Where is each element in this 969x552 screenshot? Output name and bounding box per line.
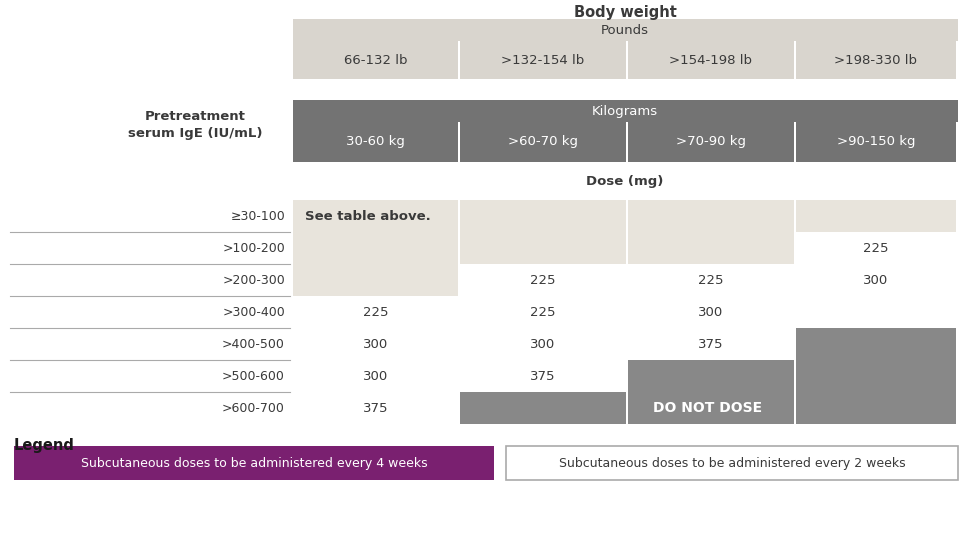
Text: Dose (mg): Dose (mg) (585, 174, 663, 188)
Bar (459, 41, 625, 79)
Text: 225: 225 (530, 273, 555, 286)
Bar (293, 296, 457, 328)
Text: Legend: Legend (14, 438, 75, 453)
Bar (796, 200, 955, 232)
Bar (293, 360, 457, 392)
Bar (459, 122, 625, 162)
Bar (796, 264, 955, 296)
Bar (293, 19, 957, 41)
Bar (796, 360, 955, 392)
Bar (796, 392, 955, 424)
Text: 375: 375 (530, 369, 555, 383)
Text: >60-70 kg: >60-70 kg (508, 135, 578, 148)
Bar (459, 296, 625, 328)
Bar (293, 41, 457, 79)
Text: Subcutaneous doses to be administered every 4 weeks: Subcutaneous doses to be administered ev… (80, 457, 427, 470)
Text: 225: 225 (362, 305, 388, 319)
Text: See table above.: See table above. (304, 210, 430, 222)
Text: 225: 225 (530, 305, 555, 319)
Text: 66-132 lb: 66-132 lb (343, 54, 407, 66)
Text: Pounds: Pounds (601, 24, 648, 36)
Bar (627, 264, 794, 296)
Bar (293, 328, 457, 360)
Bar (14, 446, 493, 480)
Text: 300: 300 (530, 337, 555, 351)
Bar (293, 100, 957, 122)
Bar (796, 328, 955, 360)
Text: 225: 225 (698, 273, 723, 286)
Bar (627, 41, 794, 79)
Bar (627, 392, 794, 424)
Bar (459, 360, 625, 392)
Bar (627, 328, 794, 360)
Text: 300: 300 (362, 369, 388, 383)
Bar (506, 446, 957, 480)
Text: Body weight: Body weight (573, 6, 675, 20)
Text: 300: 300 (862, 273, 888, 286)
Bar (796, 122, 955, 162)
Bar (293, 392, 457, 424)
Bar (627, 200, 794, 232)
Text: >500-600: >500-600 (222, 369, 285, 383)
Text: 375: 375 (362, 401, 388, 415)
Text: ≥30-100: ≥30-100 (230, 210, 285, 222)
Bar (459, 264, 625, 296)
Bar (796, 232, 955, 264)
Text: Kilograms: Kilograms (591, 104, 657, 118)
Text: >132-154 lb: >132-154 lb (501, 54, 584, 66)
Text: >400-500: >400-500 (222, 337, 285, 351)
Bar (293, 264, 457, 296)
Text: Subcutaneous doses to be administered every 2 weeks: Subcutaneous doses to be administered ev… (558, 457, 904, 470)
Bar (627, 360, 794, 392)
Text: 375: 375 (698, 337, 723, 351)
Bar (627, 232, 794, 264)
Bar (459, 200, 625, 232)
Bar (459, 392, 625, 424)
Bar (293, 200, 457, 232)
Text: >200-300: >200-300 (222, 273, 285, 286)
Bar (796, 296, 955, 328)
Bar (293, 232, 457, 264)
Text: >70-90 kg: >70-90 kg (675, 135, 745, 148)
Bar (627, 296, 794, 328)
Text: 30-60 kg: 30-60 kg (346, 135, 404, 148)
Text: >90-150 kg: >90-150 kg (836, 135, 915, 148)
Text: Pretreatment
serum IgE (IU/mL): Pretreatment serum IgE (IU/mL) (128, 109, 262, 141)
Text: >300-400: >300-400 (222, 305, 285, 319)
Bar (627, 122, 794, 162)
Text: >100-200: >100-200 (222, 242, 285, 254)
Bar (293, 122, 457, 162)
Text: >600-700: >600-700 (222, 401, 285, 415)
Text: >198-330 lb: >198-330 lb (833, 54, 917, 66)
Text: DO NOT DOSE: DO NOT DOSE (653, 401, 762, 415)
Text: 300: 300 (698, 305, 723, 319)
Text: >154-198 lb: >154-198 lb (669, 54, 752, 66)
Bar (459, 232, 625, 264)
Bar (459, 328, 625, 360)
Text: 225: 225 (862, 242, 888, 254)
Text: 300: 300 (362, 337, 388, 351)
Bar (796, 41, 955, 79)
